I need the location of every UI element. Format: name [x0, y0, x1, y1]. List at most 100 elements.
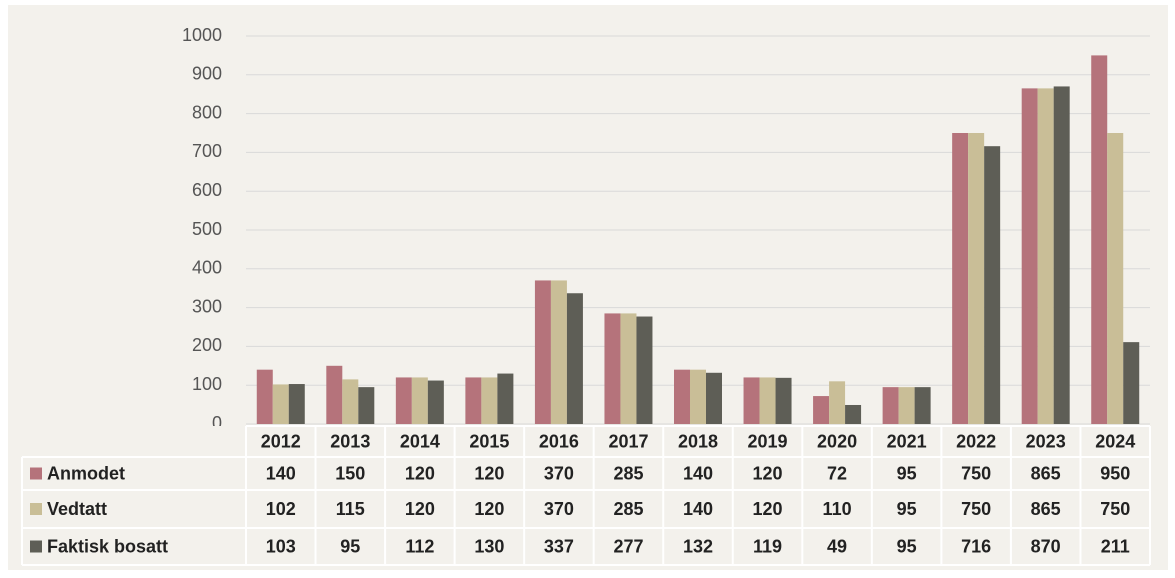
- bar: [829, 381, 846, 424]
- table-value: 870: [1031, 536, 1061, 556]
- bar: [534, 280, 551, 424]
- bar: [775, 377, 792, 424]
- table-value: 285: [613, 463, 643, 483]
- bar: [465, 377, 482, 424]
- y-tick-label: 600: [192, 180, 222, 200]
- bar: [636, 316, 653, 424]
- x-tick-label: 2013: [330, 431, 370, 451]
- table-value: 140: [683, 499, 713, 519]
- x-tick-label: 2016: [539, 431, 579, 451]
- legend-swatch: [30, 540, 42, 553]
- bar: [690, 369, 706, 424]
- bar: [272, 384, 289, 424]
- y-tick-label: 0: [212, 413, 222, 433]
- bar: [256, 369, 273, 424]
- table-value: 370: [544, 499, 574, 519]
- table-value: 130: [474, 536, 504, 556]
- bar: [326, 365, 343, 424]
- table-value: 120: [474, 499, 504, 519]
- y-tick-label: 100: [192, 374, 222, 394]
- bar: [952, 133, 969, 424]
- bar: [411, 377, 428, 424]
- bar: [395, 377, 412, 424]
- table-value: 95: [897, 463, 917, 483]
- bar: [968, 133, 985, 424]
- legend-swatch: [30, 467, 42, 480]
- table-value: 277: [613, 536, 643, 556]
- y-tick-label: 300: [192, 296, 222, 316]
- bar: [813, 396, 830, 424]
- bar: [882, 387, 899, 424]
- table-value: 49: [827, 536, 847, 556]
- table-value: 716: [961, 536, 991, 556]
- bar: [497, 373, 514, 424]
- table-value: 120: [753, 499, 783, 519]
- table-value: 750: [961, 499, 991, 519]
- table-background: [22, 426, 1150, 565]
- y-tick-label: 800: [192, 102, 222, 122]
- bar: [620, 313, 637, 424]
- bar: [743, 377, 760, 424]
- x-tick-label: 2022: [956, 431, 996, 451]
- x-tick-label: 2021: [887, 431, 927, 451]
- x-tick-label: 2023: [1026, 431, 1066, 451]
- bar: [1037, 88, 1054, 424]
- bar: [358, 387, 375, 424]
- y-tick-label: 900: [192, 64, 222, 84]
- table-value: 115: [336, 499, 365, 519]
- bar: [1123, 342, 1140, 424]
- x-tick-label: 2017: [608, 431, 648, 451]
- bar: [674, 369, 690, 424]
- bar: [845, 404, 862, 424]
- bar: [1021, 88, 1038, 424]
- table-value: 337: [544, 536, 574, 556]
- table-value: 140: [266, 463, 296, 483]
- x-tick-label: 2014: [400, 431, 440, 451]
- legend-label: Vedtatt: [47, 499, 107, 519]
- table-value: 103: [266, 536, 296, 556]
- table-value: 95: [897, 536, 917, 556]
- y-tick-label: 400: [192, 258, 222, 278]
- table-value: 865: [1031, 463, 1061, 483]
- y-tick-label: 200: [192, 335, 222, 355]
- table-value: 370: [544, 463, 574, 483]
- bar: [550, 280, 567, 424]
- bar: [914, 387, 931, 424]
- x-tick-label: 2015: [469, 431, 509, 451]
- table-value: 140: [683, 463, 713, 483]
- bar: [1107, 133, 1124, 424]
- bar: [706, 372, 722, 424]
- x-tick-label: 2024: [1095, 431, 1135, 451]
- y-tick-label: 700: [192, 141, 222, 161]
- bar: [427, 380, 444, 424]
- bar: [1091, 55, 1108, 425]
- table-value: 95: [897, 499, 917, 519]
- legend-swatch: [30, 503, 42, 515]
- table-value: 110: [823, 499, 852, 519]
- legend-label: Anmodet: [47, 463, 125, 483]
- bar: [342, 379, 359, 424]
- table-value: 150: [335, 463, 365, 483]
- legend-label: Faktisk bosatt: [47, 536, 168, 556]
- table-value: 211: [1101, 536, 1130, 556]
- bar: [984, 146, 1001, 424]
- table-value: 132: [683, 536, 713, 556]
- table-value: 285: [613, 499, 643, 519]
- x-tick-label: 2018: [678, 431, 718, 451]
- table-value: 120: [405, 463, 435, 483]
- table-value: 750: [1100, 499, 1130, 519]
- bar: [288, 384, 305, 424]
- table-value: 95: [340, 536, 360, 556]
- x-tick-label: 2012: [261, 431, 301, 451]
- bar: [604, 313, 621, 424]
- y-tick-label: 1000: [182, 25, 222, 45]
- bar: [759, 377, 776, 424]
- table-value: 72: [827, 463, 847, 483]
- bar: [481, 377, 498, 424]
- table-value: 119: [753, 536, 782, 556]
- table-value: 120: [753, 463, 783, 483]
- table-value: 750: [961, 463, 991, 483]
- bar: [1053, 86, 1070, 424]
- table-value: 120: [405, 499, 435, 519]
